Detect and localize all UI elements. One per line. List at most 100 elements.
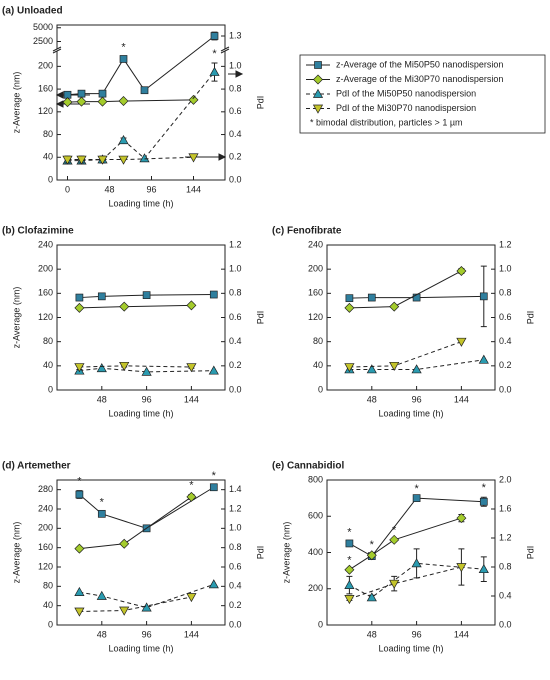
data-point	[366, 364, 377, 374]
series-line	[67, 99, 194, 103]
x-tick-label: 144	[186, 184, 201, 194]
legend: z-Average of the Mi50P50 nanodispersion z…	[299, 54, 546, 134]
data-point	[412, 293, 421, 302]
data-point	[139, 153, 150, 163]
data-point	[97, 509, 106, 518]
data-point	[389, 579, 400, 589]
data-point	[456, 513, 467, 524]
series-line	[79, 496, 192, 550]
data-point	[76, 96, 87, 107]
series-line	[67, 71, 215, 162]
chart-title: (b) Clofazimine	[2, 226, 74, 237]
y2-axis-label: PdI	[525, 311, 535, 325]
y2-tick-label: 0.2	[229, 152, 242, 162]
y-tick-label: 160	[308, 288, 323, 298]
y-tick-label: 0	[318, 619, 323, 629]
y2-tick-label: 0.0	[499, 384, 512, 394]
y2-tick-label: 1.0	[229, 61, 242, 71]
y-tick-label: 600	[308, 511, 323, 521]
y-tick-label: 200	[308, 583, 323, 593]
data-point	[209, 66, 220, 76]
data-point	[74, 543, 85, 554]
legend-label: PdI of the Mi30P70 nanodispersion	[336, 103, 476, 113]
unloaded-arrows	[55, 70, 244, 161]
data-point	[209, 290, 218, 299]
data-point	[366, 550, 377, 561]
y2-tick-label: 1.3	[229, 30, 242, 40]
data-point	[74, 363, 85, 373]
data-point	[344, 564, 355, 575]
axis-break	[220, 48, 230, 54]
data-point	[74, 607, 85, 617]
y-tick-label: 40	[313, 360, 323, 370]
data-point	[119, 301, 130, 312]
x-tick-label: 48	[97, 394, 107, 404]
y2-tick-label: 0.8	[499, 561, 512, 571]
data-point	[456, 563, 467, 573]
y2-axis-label: PdI	[255, 311, 265, 325]
y-tick-label: 160	[38, 288, 53, 298]
bimodal-flag: *	[392, 525, 397, 537]
x-tick-label: 144	[184, 394, 199, 404]
data-point	[118, 135, 129, 145]
data-point	[344, 363, 355, 373]
y2-axis-label: PdI	[255, 96, 265, 110]
data-point	[344, 595, 355, 605]
data-point	[74, 586, 85, 596]
data-point	[188, 153, 199, 163]
bimodal-flag: *	[482, 482, 487, 494]
y2-tick-label: 0.8	[499, 288, 512, 298]
bimodal-flag: *	[370, 539, 375, 551]
y-tick-label: 80	[43, 129, 53, 139]
series-line	[67, 35, 215, 96]
y2-tick-label: 2.0	[499, 474, 512, 484]
y2-tick-label: 0.0	[499, 619, 512, 629]
data-point	[208, 365, 219, 375]
x-tick-label: 144	[454, 629, 469, 639]
y-tick-label: 240	[308, 239, 323, 249]
y2-tick-label: 0.0	[229, 384, 242, 394]
x-tick-label: 96	[142, 629, 152, 639]
y2-tick-label: 1.6	[499, 503, 512, 513]
x-tick-label: 144	[184, 629, 199, 639]
y-tick-label: 40	[43, 600, 53, 610]
y-axis-label: z-Average (nm)	[11, 72, 21, 134]
bimodal-flag: *	[100, 496, 105, 508]
y2-tick-label: 0.2	[229, 360, 242, 370]
y2-tick-label: 0.4	[499, 336, 512, 346]
y2-tick-label: 0.6	[499, 312, 512, 322]
y2-tick-label: 0.4	[229, 129, 242, 139]
data-point	[62, 155, 73, 165]
axis-frame	[56, 51, 226, 181]
series-line	[79, 294, 214, 299]
y2-tick-label: 0.8	[229, 542, 242, 552]
data-point	[186, 491, 197, 502]
data-point	[478, 354, 489, 364]
x-axis-label: Loading time (h)	[108, 643, 173, 653]
legend-label: z-Average of the Mi50P50 nanodispersion	[336, 59, 503, 69]
bimodal-flag: *	[77, 476, 82, 488]
x-axis-label: Loading time (h)	[378, 643, 443, 653]
data-point	[75, 490, 84, 499]
x-tick-label: 48	[367, 629, 377, 639]
y-tick-label: 0	[318, 384, 323, 394]
data-point	[389, 301, 400, 312]
legend-marker	[313, 74, 323, 85]
y2-tick-label: 0.4	[229, 581, 242, 591]
x-tick-label: 96	[146, 184, 156, 194]
series-line	[349, 497, 484, 557]
y-tick-label: 400	[308, 547, 323, 557]
axis-frame	[326, 479, 496, 626]
data-point	[142, 291, 151, 299]
y2-tick-label: 1.0	[499, 264, 512, 274]
data-point	[62, 97, 73, 108]
series-line	[349, 517, 462, 571]
y2-tick-label: 1.0	[229, 264, 242, 274]
x-tick-label: 96	[412, 394, 422, 404]
series-line	[79, 365, 192, 368]
y-tick-label: 80	[43, 336, 53, 346]
bimodal-flag: *	[347, 555, 352, 567]
data-point	[209, 483, 218, 492]
y2-tick-label: 0.4	[499, 590, 512, 600]
data-point	[75, 293, 84, 302]
